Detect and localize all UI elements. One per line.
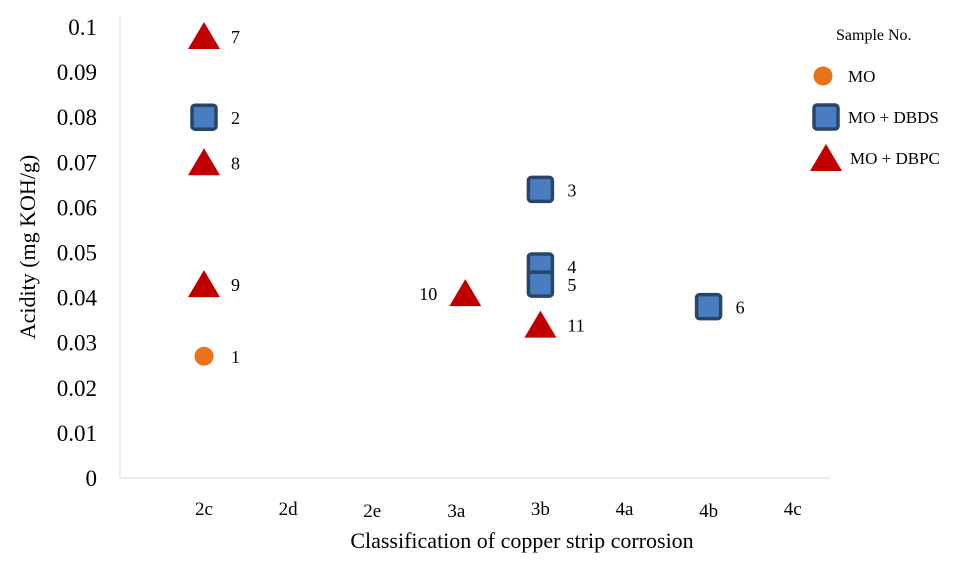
legend-title: Sample No.	[836, 27, 912, 44]
data-point-label: 4	[567, 257, 576, 277]
data-point-label: 2	[231, 108, 240, 128]
data-point-label: 6	[736, 298, 745, 318]
legend-marker	[813, 66, 833, 86]
data-point	[449, 279, 482, 307]
x-tick-label: 4c	[784, 499, 802, 520]
x-tick-label: 2d	[279, 499, 299, 520]
data-point	[188, 270, 220, 298]
data-point	[526, 270, 555, 298]
data-point	[524, 310, 557, 338]
x-tick-label: 4a	[616, 499, 635, 520]
data-point	[526, 175, 555, 204]
x-tick-label: 2c	[195, 499, 213, 520]
x-axis-label: Classification of copper strip corrosion	[350, 528, 693, 553]
legend-label: MO	[848, 67, 875, 86]
data-point-label: 8	[231, 153, 240, 173]
y-tick-label: 0.01	[57, 421, 97, 446]
y-tick-label: 0.1	[68, 15, 97, 40]
data-point-label: 5	[567, 275, 576, 295]
legend-entry: MO + DBPC	[810, 144, 940, 171]
y-tick-label: 0	[86, 466, 98, 491]
legend-label: MO + DBPC	[850, 149, 940, 168]
y-tick-label: 0.05	[57, 241, 97, 266]
y-tick-label: 0.02	[57, 376, 97, 401]
plot-area: 0 0.01 0.02 0.03 0.04 0.05 0.06 0.07 0.08 0.09 0.1…	[57, 15, 830, 522]
y-tick-label: 0.09	[57, 60, 97, 85]
data-point	[188, 148, 220, 176]
y-tick-label: 0.08	[57, 105, 97, 130]
y-tick-label: 0.04	[57, 286, 98, 311]
legend-entry: MO	[813, 66, 875, 86]
data-point	[194, 346, 214, 366]
x-tick-label: 2e	[363, 501, 381, 522]
data-point-label: 10	[419, 284, 437, 304]
data-point	[190, 103, 218, 131]
legend-label: MO + DBDS	[848, 108, 939, 127]
data-point	[694, 292, 723, 321]
x-tick-label: 4b	[699, 501, 718, 522]
data-point-label: 7	[231, 27, 240, 47]
legend-marker	[810, 144, 842, 171]
y-tick-label: 0.03	[57, 331, 97, 356]
y-tick-label: 0.07	[57, 150, 97, 175]
legend-entry: MO + DBDS	[812, 103, 939, 131]
data-point-label: 1	[231, 347, 240, 367]
data-point-label: 9	[231, 275, 240, 295]
y-tick-label: 0.06	[57, 195, 97, 220]
x-tick-label: 3b	[531, 499, 550, 520]
legend: Sample No. MO MO + DBDS MO + DBPC	[810, 27, 940, 171]
y-axis-label: Acidity (mg KOH/g)	[15, 155, 40, 340]
legend-marker	[812, 103, 840, 131]
data-point-label: 11	[567, 316, 584, 336]
x-tick-label: 3a	[447, 501, 466, 522]
data-point	[188, 22, 220, 50]
data-point-label: 3	[567, 180, 576, 200]
